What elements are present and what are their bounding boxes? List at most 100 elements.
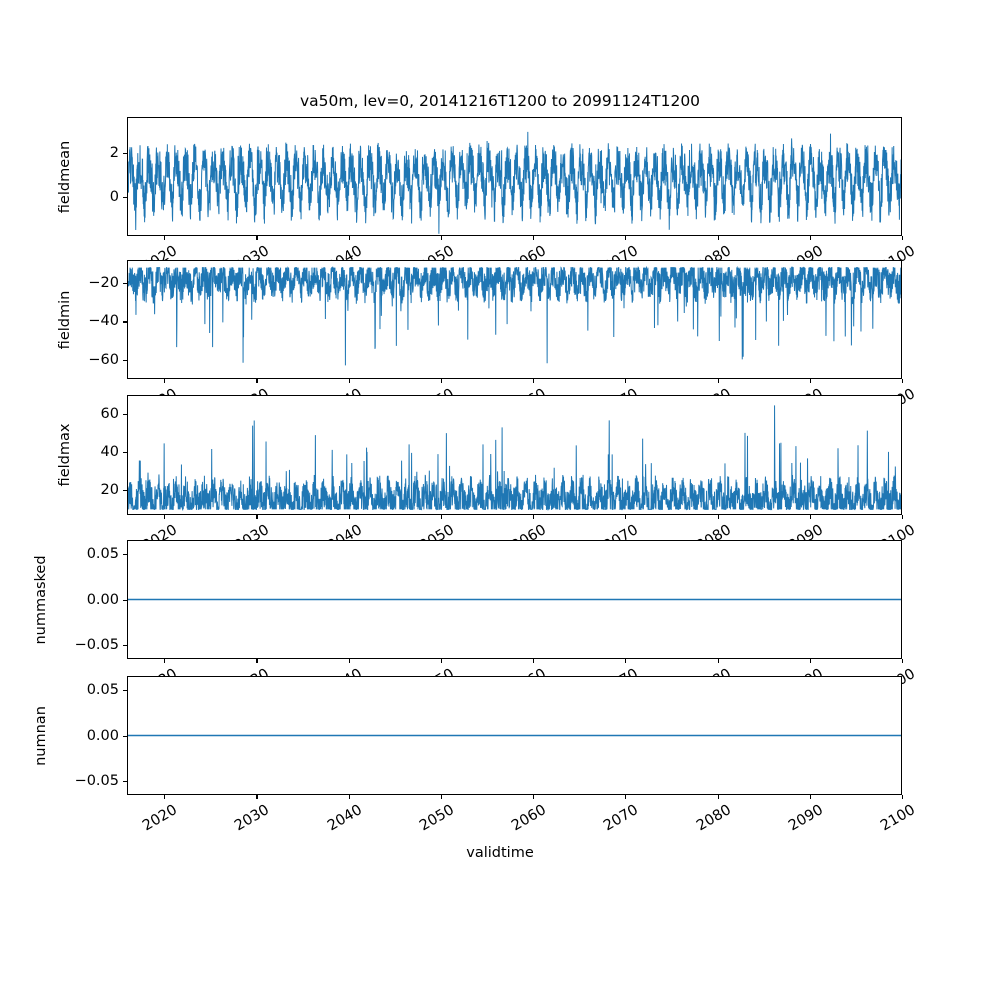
panel-numnan: 0.05 0.00 −0.05 numnan 2020 2030 2040 2050 2060 2…	[33, 676, 918, 834]
y-axis-label-fieldmax: fieldmax	[57, 423, 73, 487]
axes-nummasked[interactable]	[127, 540, 902, 659]
x-tick-mark	[902, 379, 904, 383]
y-tick-label: 20	[100, 482, 119, 499]
y-tick-mark	[123, 599, 127, 601]
x-tick-label: 2080	[693, 802, 734, 835]
x-tick-mark	[625, 515, 627, 519]
x-tick-mark	[717, 515, 719, 519]
x-tick-mark	[348, 659, 350, 663]
x-tick-label: 2100	[878, 802, 918, 835]
series-fieldmean	[128, 118, 901, 235]
x-tick-mark	[440, 236, 442, 240]
x-tick-mark	[256, 236, 258, 240]
y-tick-mark	[123, 197, 127, 199]
x-tick-mark	[533, 236, 535, 240]
y-tick-label: −40	[88, 313, 119, 330]
series-numnan	[128, 677, 901, 794]
x-tick-mark	[440, 659, 442, 663]
x-tick-mark	[440, 795, 442, 799]
y-tick-mark	[123, 321, 127, 323]
x-tick-mark	[902, 515, 904, 519]
x-tick-mark	[348, 515, 350, 519]
y-tick-label: 0.00	[86, 727, 119, 744]
axes-numnan[interactable]	[127, 676, 902, 795]
x-tick-mark	[625, 236, 627, 240]
x-tick-label: 2090	[785, 802, 826, 835]
x-tick-mark	[256, 379, 258, 383]
y-axis-label-nummasked: nummasked	[33, 554, 49, 645]
x-tick-mark	[625, 379, 627, 383]
x-tick-label: 2050	[416, 802, 457, 835]
x-tick-mark	[256, 515, 258, 519]
x-tick-mark	[717, 795, 719, 799]
x-tick-mark	[533, 795, 535, 799]
x-tick-mark	[625, 795, 627, 799]
x-tick-mark	[164, 379, 166, 383]
x-tick-mark	[348, 379, 350, 383]
y-tick-label: 60	[100, 406, 119, 423]
panel-fieldmean: 02fieldmean20202030204020502060207020802…	[57, 117, 918, 275]
y-tick-label: −60	[88, 351, 119, 368]
x-tick-mark	[348, 236, 350, 240]
y-tick-label: 40	[100, 444, 119, 461]
y-tick-label: 0.05	[86, 681, 119, 698]
x-tick-label: 2070	[601, 802, 642, 835]
x-tick-label: 2030	[232, 802, 273, 835]
y-axis-label-numnan: numnan	[33, 705, 49, 766]
y-tick-label: −20	[88, 275, 119, 292]
y-tick-mark	[123, 359, 127, 361]
x-tick-mark	[902, 795, 904, 799]
x-tick-mark	[809, 379, 811, 383]
y-tick-mark	[123, 152, 127, 154]
y-axis-label-fieldmin: fieldmin	[57, 290, 73, 349]
x-tick-label: 2020	[140, 802, 181, 835]
x-tick-mark	[717, 236, 719, 240]
x-tick-mark	[809, 236, 811, 240]
axes-fieldmin[interactable]	[127, 260, 902, 379]
x-tick-mark	[256, 659, 258, 663]
x-tick-label: 2060	[509, 802, 550, 835]
x-tick-mark	[440, 379, 442, 383]
y-tick-mark	[123, 414, 127, 416]
x-tick-mark	[533, 659, 535, 663]
x-tick-mark	[533, 515, 535, 519]
y-tick-label: −0.05	[74, 773, 119, 790]
x-tick-mark	[164, 236, 166, 240]
x-tick-mark	[717, 379, 719, 383]
y-tick-label: 0.00	[86, 591, 119, 608]
y-tick-mark	[123, 689, 127, 691]
y-tick-mark	[123, 735, 127, 737]
axes-fieldmax[interactable]	[127, 395, 902, 515]
x-tick-mark	[348, 795, 350, 799]
y-tick-mark	[123, 452, 127, 454]
series-fieldmin	[128, 261, 901, 378]
axes-fieldmean[interactable]	[127, 117, 902, 236]
y-tick-label: 0.05	[86, 545, 119, 562]
y-tick-label: 2	[109, 144, 119, 161]
x-tick-mark	[809, 795, 811, 799]
y-tick-label: 0	[109, 189, 119, 206]
x-tick-label: 2040	[324, 802, 365, 835]
series-nummasked	[128, 541, 901, 658]
y-tick-mark	[123, 283, 127, 285]
x-tick-mark	[440, 515, 442, 519]
y-tick-mark	[123, 553, 127, 555]
y-tick-mark	[123, 490, 127, 492]
x-tick-mark	[256, 795, 258, 799]
x-tick-mark	[902, 659, 904, 663]
panel-fieldmin: −20−40−60fieldmin20202030204020502060207…	[57, 260, 918, 418]
x-tick-mark	[809, 515, 811, 519]
x-tick-mark	[164, 515, 166, 519]
y-tick-mark	[123, 645, 127, 647]
x-tick-mark	[533, 379, 535, 383]
figure-title: va50m, lev=0, 20141216T1200 to 20991124T…	[299, 92, 701, 110]
panel-fieldmax: 20 40 60 fieldmax 2020 2030 2040 2050 2060 2070 20…	[57, 395, 918, 554]
x-tick-mark	[164, 659, 166, 663]
x-tick-mark	[809, 659, 811, 663]
y-tick-label: −0.05	[74, 637, 119, 654]
x-tick-mark	[717, 659, 719, 663]
series-fieldmax	[128, 396, 901, 514]
x-tick-mark	[902, 236, 904, 240]
x-tick-mark	[625, 659, 627, 663]
